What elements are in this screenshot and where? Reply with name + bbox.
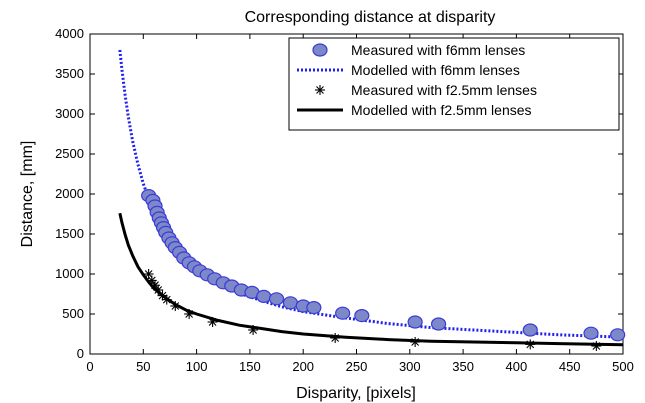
data-point	[610, 328, 626, 342]
data-point	[161, 294, 172, 305]
legend-marker	[312, 43, 328, 57]
x-tick-label: 250	[346, 359, 368, 374]
x-tick-label: 350	[452, 359, 474, 374]
series-line	[118, 212, 624, 347]
data-point	[150, 280, 161, 291]
x-axis-ticks: 0 50 100 150 200 250 300 350 400 450 500	[86, 34, 634, 374]
data-point	[248, 325, 259, 335]
y-axis-label: Distance, [mm]	[19, 141, 36, 248]
chart-title: Corresponding distance at disparity	[245, 9, 496, 26]
series-1	[118, 49, 624, 339]
data-point	[522, 323, 538, 337]
x-tick-label: 150	[239, 359, 261, 374]
data-point	[170, 301, 181, 311]
x-tick-label: 500	[612, 359, 634, 374]
data-point	[282, 296, 299, 310]
data-point	[153, 285, 164, 295]
y-tick-label: 1500	[55, 226, 84, 241]
legend-label: Modelled with f6mm lenses	[351, 62, 520, 78]
y-tick-label: 3500	[55, 66, 84, 81]
data-point	[430, 317, 447, 331]
x-tick-label: 50	[136, 359, 150, 374]
y-tick-label: 500	[62, 306, 84, 321]
data-point	[354, 309, 370, 323]
series-0	[141, 189, 626, 342]
data-point	[591, 341, 602, 351]
y-axis-ticks: 0 500 1000 1500 2000 2500 3000 3500 4000	[55, 26, 623, 361]
legend: Measured with f6mm lenses Modelled with f…	[288, 37, 620, 131]
data-point	[410, 337, 421, 347]
x-tick-label: 300	[399, 359, 421, 374]
data-point	[207, 317, 218, 327]
y-tick-label: 2500	[55, 146, 84, 161]
data-point	[184, 309, 195, 319]
data-point	[583, 326, 599, 340]
series-3	[118, 212, 624, 347]
series-layer	[118, 49, 626, 351]
series-line	[118, 49, 624, 339]
data-point	[330, 333, 341, 343]
y-tick-label: 0	[77, 346, 84, 361]
x-tick-label: 450	[559, 359, 581, 374]
legend-item: Measured with f6mm lenses	[312, 42, 525, 58]
series-2	[143, 269, 602, 351]
legend-marker	[315, 85, 325, 95]
x-axis-label: Disparity, [pixels]	[296, 385, 416, 402]
x-tick-label: 200	[292, 359, 314, 374]
x-tick-label: 100	[186, 359, 208, 374]
y-tick-label: 4000	[55, 26, 84, 41]
data-point	[256, 289, 272, 303]
y-tick-label: 1000	[55, 266, 84, 281]
legend-label: Modelled with f2.5mm lenses	[351, 102, 532, 118]
legend-box	[288, 37, 620, 131]
data-point	[525, 339, 536, 350]
data-point	[268, 292, 285, 306]
data-point	[335, 306, 351, 320]
data-point	[407, 315, 423, 329]
legend-item: Modelled with f6mm lenses	[297, 62, 520, 78]
y-tick-label: 3000	[55, 106, 84, 121]
x-tick-label: 0	[86, 359, 93, 374]
legend-item: Modelled with f2.5mm lenses	[297, 102, 532, 118]
y-tick-label: 2000	[55, 186, 84, 201]
data-point	[306, 301, 322, 315]
legend-item: Measured with f2.5mm lenses	[315, 82, 537, 98]
legend-label: Measured with f6mm lenses	[351, 42, 525, 58]
x-tick-label: 400	[506, 359, 528, 374]
legend-label: Measured with f2.5mm lenses	[351, 82, 537, 98]
